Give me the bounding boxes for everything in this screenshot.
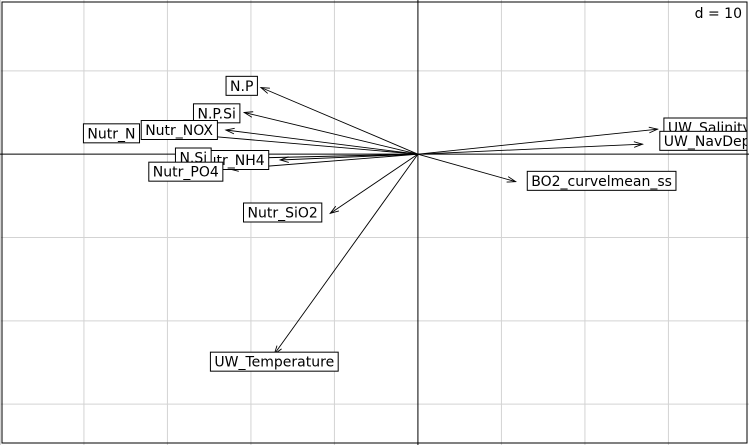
arrow-nutr-nox bbox=[225, 129, 418, 155]
arrowhead-nutr-nox bbox=[224, 127, 235, 135]
arrowhead-n-p-si bbox=[242, 111, 254, 118]
arrow-n-p bbox=[260, 87, 419, 155]
label-box bbox=[148, 161, 224, 182]
arrowhead-n-p bbox=[259, 86, 270, 94]
label-nutr-po4: Nutr_PO4 bbox=[148, 161, 224, 182]
label-text: N.P bbox=[230, 79, 253, 95]
arrow-uw-salinity bbox=[417, 128, 658, 155]
label-n-p-si: N.P.Si bbox=[192, 103, 241, 124]
label-text: BO2_curvelmean_ss bbox=[531, 174, 672, 190]
label-box bbox=[209, 351, 339, 372]
label-bo2-curvelmean-ss: BO2_curvelmean_ss bbox=[526, 170, 677, 191]
label-text: UW_NavDepth bbox=[664, 134, 749, 150]
arrow-bo2-curvelmean-ss bbox=[417, 153, 516, 183]
scale-box: d = 10 bbox=[684, 3, 746, 23]
label-nutr-sio2: Nutr_SiO2 bbox=[243, 202, 323, 223]
arrowhead-uw-salinity bbox=[648, 126, 659, 134]
label-box bbox=[225, 75, 258, 96]
label-text: Nutr_N bbox=[87, 126, 135, 142]
label-box bbox=[659, 130, 747, 151]
arrow-nutr-sio2 bbox=[329, 153, 419, 214]
arrowhead-nutr-sio2 bbox=[329, 205, 340, 215]
label-uw-navdepth: UW_NavDepth bbox=[659, 130, 749, 151]
label-box bbox=[140, 120, 218, 140]
label-box bbox=[82, 123, 141, 144]
arrowhead-nutr-nh4 bbox=[278, 156, 289, 163]
label-text: Nutr_PO4 bbox=[153, 165, 219, 181]
label-n-p: N.P bbox=[225, 75, 258, 96]
label-text: Nutr_NOX bbox=[145, 123, 213, 139]
arrowhead-bo2-curvelmean-ss bbox=[506, 176, 517, 183]
scale-label: d = 10 bbox=[695, 6, 742, 22]
label-text: UW_Temperature bbox=[214, 355, 334, 371]
label-box bbox=[243, 202, 323, 223]
label-nutr-n: Nutr_N bbox=[82, 123, 141, 144]
arrowhead-uw-navdepth bbox=[633, 141, 644, 148]
arrow-uw-temperature bbox=[273, 153, 419, 355]
variable-labels: N.PN.P.SiNutr_NOXNutr_NNutr_NH4N.SiNutr_… bbox=[82, 75, 749, 372]
arrow-n-p-si bbox=[244, 112, 419, 155]
label-text: Nutr_SiO2 bbox=[248, 206, 318, 222]
label-nutr-nox: Nutr_NOX bbox=[140, 120, 218, 140]
arrow-nutr-n bbox=[204, 135, 418, 155]
variable-arrows bbox=[203, 86, 659, 356]
label-uw-temperature: UW_Temperature bbox=[209, 351, 339, 372]
label-box bbox=[526, 170, 677, 191]
arrow-uw-navdepth bbox=[417, 143, 643, 155]
label-text: N.P.Si bbox=[197, 106, 235, 122]
